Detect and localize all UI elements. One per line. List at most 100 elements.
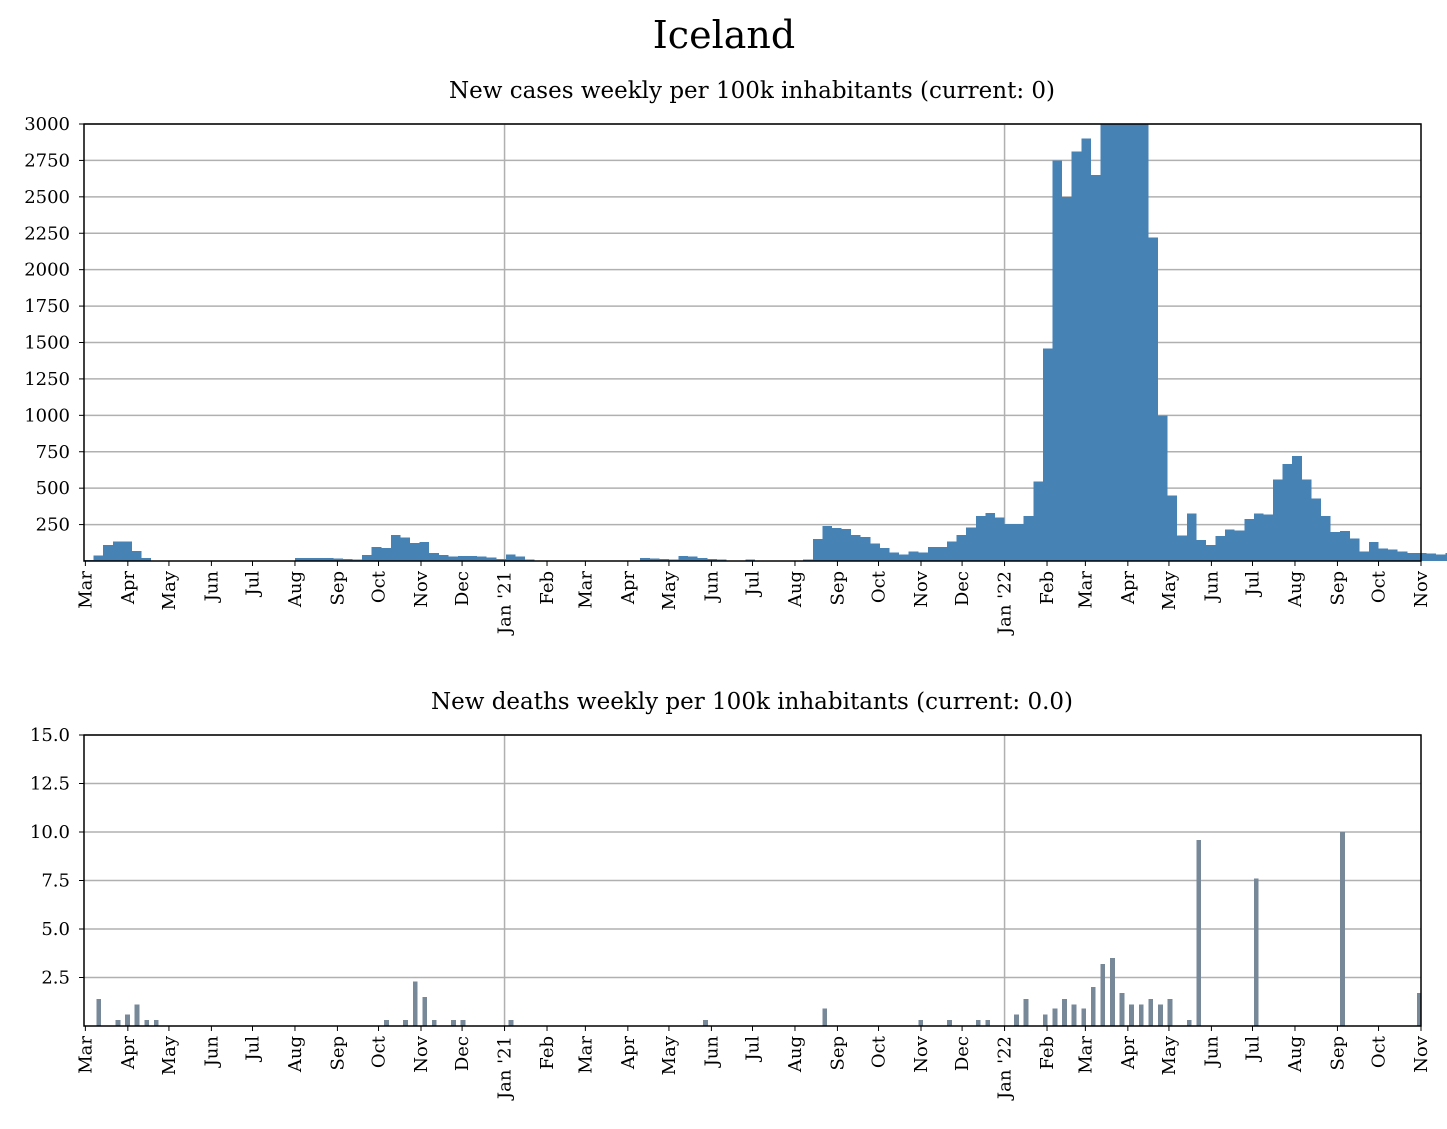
cases-bars [84,124,1447,562]
cases-bar [745,559,756,561]
cases-bar [659,558,669,561]
cases-bar [1292,456,1302,561]
deaths-xtick-label: Aug [1285,1036,1306,1073]
cases-bar [860,536,871,561]
deaths-bar [947,1020,952,1026]
cases-xtick-label: Oct [369,570,390,603]
cases-bar [1004,523,1015,561]
deaths-bar [918,1020,924,1026]
deaths-bar [703,1020,708,1026]
cases-bar [908,551,919,561]
deaths-bar [1071,1004,1077,1026]
deaths-xtick-label: Jun [201,1036,222,1069]
cases-xtick-label: Oct [1369,570,1390,603]
deaths-xtick-label: Jun [1201,1036,1222,1069]
deaths-xtick-label: Apr [118,1036,139,1071]
cases-bar [141,558,152,561]
deaths-xtick-label: Jan '22 [995,1036,1016,1101]
cases-xtick-label: May [1159,570,1180,610]
deaths-bar [1090,987,1096,1026]
deaths-xtick-label: Oct [869,1035,890,1068]
cases-bar [1397,551,1408,561]
deaths-xtick-label: Feb [1037,1036,1058,1070]
deaths-xtick-label: Jul [1243,1036,1264,1063]
cases-bar [496,558,506,561]
cases-bar [1359,551,1369,561]
cases-bar [1282,464,1293,561]
deaths-bar [412,981,418,1026]
cases-bar [294,558,305,561]
cases-bar [1378,548,1389,561]
cases-ytick-label: 1250 [24,369,70,390]
cases-bar [505,554,516,561]
cases-xtick-label: Jul [242,571,263,598]
cases-ytick-label: 1750 [24,296,70,317]
cases-bar [812,539,823,561]
cases-bar [1071,151,1082,561]
deaths-xtick-label: Dec [952,1036,973,1071]
deaths-bar [1186,1020,1192,1026]
deaths-bar [1119,993,1125,1026]
cases-xtick-label: Apr [618,571,639,606]
cases-bar [1090,174,1101,561]
cases-bar [1014,523,1024,561]
cases-bar [678,555,689,561]
cases-ytick-label: 250 [36,515,70,536]
cases-bar [1205,544,1216,561]
cases-bar [1110,124,1120,561]
deaths-xtick-label: Nov [911,1035,932,1073]
cases-bar [841,528,852,561]
deaths-xtick-label: Jun [701,1036,722,1069]
cases-bar [93,555,104,561]
deaths-bar [1100,963,1106,1026]
cases-xtick-label: Mar [575,571,596,609]
cases-xtick-label: Dec [452,571,473,606]
cases-ytick-label: 1500 [24,333,70,354]
cases-xtick-label: Nov [1411,570,1432,608]
deaths-xtick-label: Jul [242,1036,263,1063]
deaths-xtick-label: Mar [1075,1036,1096,1074]
deaths-bar [1196,839,1202,1026]
cases-bar [429,552,439,561]
cases-xtick-label: Jul [1243,571,1264,598]
cases-bar [1426,553,1437,561]
cases-bar [122,541,132,561]
cases-bar [1129,124,1139,561]
cases-xtick-label: Sep [1327,571,1348,606]
cases-bar [1023,515,1034,561]
cases-bar [1330,531,1341,561]
cases-xtick-label: Nov [911,570,932,608]
cases-bar [1177,535,1187,561]
cases-xtick-label: Mar [75,571,96,609]
cases-xtick-label: Dec [952,571,973,606]
deaths-axes-frame [83,734,1422,1027]
cases-bar [448,556,458,561]
cases-bar [1119,124,1130,561]
cases-bar [410,542,420,561]
deaths-xtick-label: Oct [1369,1035,1390,1068]
cases-bar [1311,498,1321,561]
deaths-xtick-label: Mar [575,1036,596,1074]
cases-bar [1167,495,1178,561]
deaths-xtick-label: Sep [827,1036,848,1071]
cases-bar [1196,539,1206,561]
figure-title: Iceland [653,13,795,57]
cases-bar [1349,538,1360,561]
cases-bar [707,558,717,561]
cases-xtick-label: Feb [1037,571,1058,605]
cases-bar [314,558,324,561]
deaths-xtick-label: Oct [369,1035,390,1068]
deaths-bar [115,1020,121,1026]
deaths-bar [422,996,428,1026]
deaths-xtick-label: Feb [537,1036,558,1070]
cases-bar [975,515,986,561]
cases-xtick-label: Sep [327,571,348,606]
deaths-bar [1062,998,1067,1026]
deaths-bar [153,1020,159,1026]
cases-ytick-label: 750 [36,442,70,463]
deaths-xtick-label: Apr [1118,1036,1139,1071]
cases-bar [937,547,948,561]
cases-xtick-label: May [159,570,180,610]
deaths-bar [1148,998,1154,1026]
